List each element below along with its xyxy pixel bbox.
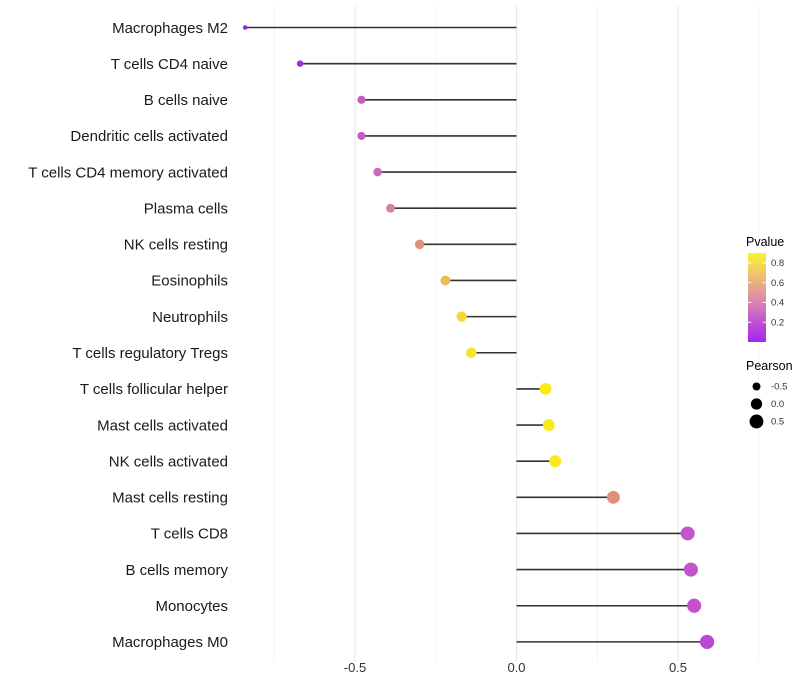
lollipop-dot xyxy=(699,634,715,650)
lollipop-dot xyxy=(296,60,304,67)
x-tick-label: 0.5 xyxy=(669,660,687,675)
category-label: Neutrophils xyxy=(152,309,228,326)
lollipop-dot xyxy=(357,131,366,141)
category-label: Eosinophils xyxy=(151,273,228,290)
pvalue-colorbar xyxy=(748,253,766,342)
pearson-legend-dot xyxy=(752,382,761,391)
category-label: Mast cells activated xyxy=(97,417,228,434)
x-tick-label: 0.0 xyxy=(507,660,525,675)
pearson-legend-dot xyxy=(749,414,764,429)
pvalue-tick-label: 0.6 xyxy=(771,278,784,289)
category-label: Plasma cells xyxy=(144,200,228,217)
lollipop-dot xyxy=(414,239,425,250)
category-label: Dendritic cells activated xyxy=(70,128,228,145)
lollipop-dot xyxy=(373,167,382,177)
pearson-legend-label: 0.0 xyxy=(771,399,784,410)
lollipop-dot xyxy=(242,25,248,30)
category-label: T cells CD8 xyxy=(151,526,228,543)
category-label: Mast cells resting xyxy=(112,490,228,507)
category-label: B cells naive xyxy=(144,92,228,109)
pvalue-tick-label: 0.8 xyxy=(771,258,784,269)
lollipop-dot xyxy=(549,455,562,468)
pearson-legend-title: Pearson xyxy=(746,359,793,373)
pearson-legend-label: 0.5 xyxy=(771,417,784,428)
pvalue-tick-label: 0.2 xyxy=(771,317,784,328)
lollipop-dot xyxy=(456,311,467,322)
category-label: T cells regulatory Tregs xyxy=(72,345,228,362)
lollipop-dot xyxy=(466,347,477,359)
lollipop-dot xyxy=(440,275,451,286)
lollipop-dot xyxy=(386,203,395,213)
lollipop-dot xyxy=(683,562,698,577)
pvalue-legend-title: Pvalue xyxy=(746,235,784,249)
lollipop-dot xyxy=(680,526,695,541)
lollipop-dot xyxy=(539,382,552,395)
category-label: Macrophages M2 xyxy=(112,20,228,37)
pearson-legend-label: -0.5 xyxy=(771,382,787,393)
lollipop-dot xyxy=(606,490,620,504)
pvalue-tick-label: 0.4 xyxy=(771,298,784,309)
category-label: T cells follicular helper xyxy=(80,381,228,398)
category-label: Monocytes xyxy=(155,598,228,615)
category-label: B cells memory xyxy=(125,562,228,579)
category-label: T cells CD4 naive xyxy=(111,56,228,73)
lollipop-dot xyxy=(542,419,555,431)
category-label: T cells CD4 memory activated xyxy=(28,164,228,181)
x-tick-label: -0.5 xyxy=(344,660,366,675)
category-label: Macrophages M0 xyxy=(112,634,228,651)
lollipop-dot xyxy=(687,598,702,613)
lollipop-dot xyxy=(357,95,366,104)
category-label: NK cells activated xyxy=(109,453,228,470)
pearson-legend-dot xyxy=(750,398,763,410)
category-label: NK cells resting xyxy=(124,237,228,254)
